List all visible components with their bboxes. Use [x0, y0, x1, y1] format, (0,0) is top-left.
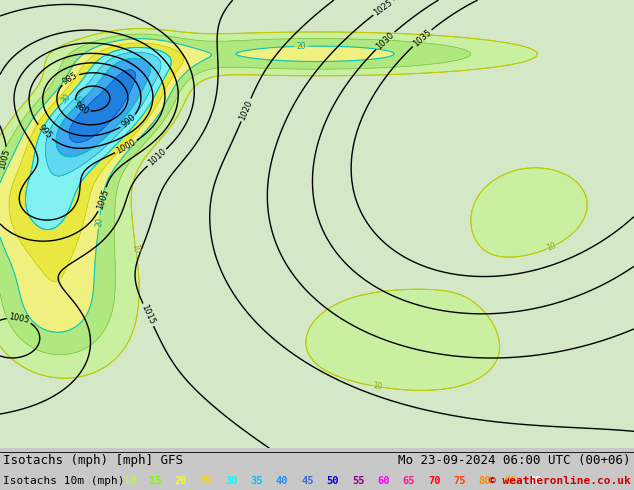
Text: 90: 90 [529, 476, 542, 486]
Text: 1000: 1000 [115, 138, 138, 156]
Text: 10: 10 [372, 381, 383, 392]
Text: 30: 30 [59, 92, 72, 106]
Text: Isotachs 10m (mph): Isotachs 10m (mph) [3, 476, 125, 486]
Text: 60: 60 [377, 476, 390, 486]
Text: 70: 70 [428, 476, 441, 486]
Text: 20: 20 [94, 217, 105, 227]
Text: 85: 85 [504, 476, 517, 486]
Text: 995: 995 [36, 123, 53, 141]
Text: 10: 10 [131, 244, 141, 254]
Text: 40: 40 [276, 476, 288, 486]
Text: 20: 20 [296, 42, 306, 51]
Text: 1005: 1005 [0, 147, 12, 170]
Text: 50: 50 [327, 476, 339, 486]
Text: 15: 15 [149, 476, 162, 486]
Text: 985: 985 [61, 71, 79, 87]
Text: 55: 55 [352, 476, 365, 486]
Text: 10: 10 [545, 241, 557, 253]
Text: 1025: 1025 [372, 0, 394, 17]
Text: 25: 25 [200, 476, 212, 486]
Text: 1030: 1030 [375, 30, 396, 51]
Text: 10: 10 [124, 476, 136, 486]
Text: 1020: 1020 [238, 98, 254, 122]
Text: 35: 35 [250, 476, 263, 486]
Text: 1005: 1005 [8, 312, 30, 325]
Text: 1005: 1005 [95, 188, 110, 211]
Text: 40: 40 [75, 94, 88, 107]
Text: 980: 980 [72, 100, 91, 116]
Text: 80: 80 [479, 476, 491, 486]
Text: 75: 75 [453, 476, 466, 486]
Text: © weatheronline.co.uk: © weatheronline.co.uk [489, 476, 631, 486]
Text: 65: 65 [403, 476, 415, 486]
Text: 1015: 1015 [139, 303, 157, 326]
Text: 1035: 1035 [411, 27, 433, 49]
Text: Mo 23-09-2024 06:00 UTC (00+06): Mo 23-09-2024 06:00 UTC (00+06) [398, 454, 631, 466]
Text: Isotachs (mph) [mph] GFS: Isotachs (mph) [mph] GFS [3, 454, 183, 466]
Text: 30: 30 [225, 476, 238, 486]
Text: 990: 990 [120, 113, 138, 130]
Text: 45: 45 [301, 476, 314, 486]
Text: 20: 20 [174, 476, 187, 486]
Text: 1010: 1010 [146, 147, 168, 168]
